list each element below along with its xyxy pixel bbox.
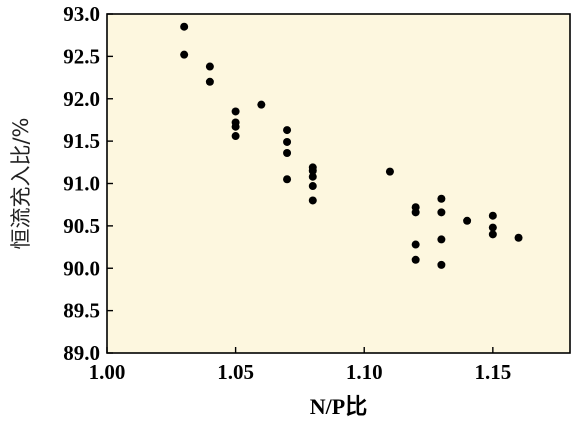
data-point [488, 223, 497, 232]
data-point [385, 167, 394, 176]
data-point [488, 211, 497, 220]
data-point [437, 208, 446, 217]
y-tick-label: 89.0 [63, 341, 100, 365]
x-tick-label: 1.05 [217, 360, 254, 384]
data-point [308, 182, 317, 191]
y-tick-label: 92.0 [63, 87, 100, 111]
data-point [411, 208, 420, 217]
data-point [437, 235, 446, 244]
x-axis-title: N/P比 [310, 394, 367, 419]
data-point [283, 126, 292, 135]
data-point [283, 148, 292, 157]
data-point [308, 172, 317, 181]
data-point [180, 50, 189, 59]
data-point [283, 175, 292, 184]
data-point [231, 122, 240, 131]
data-point [437, 260, 446, 269]
data-point [180, 22, 189, 31]
y-axis: 89.0 89.5 90.0 90.5 91.0 91.5 92.0 92.5 93.0 [63, 2, 113, 365]
y-tick-label: 91.5 [63, 129, 100, 153]
y-axis-title: 恒流充入比/% [9, 117, 33, 249]
data-point [488, 230, 497, 239]
y-tick-label: 89.5 [63, 299, 100, 323]
data-point [308, 166, 317, 175]
data-point [231, 107, 240, 116]
y-tick-label: 91.0 [63, 172, 100, 196]
x-tick-label: 1.00 [89, 360, 126, 384]
data-point [283, 137, 292, 146]
data-point [205, 77, 214, 86]
data-point [437, 194, 446, 203]
y-tick-label: 93.0 [63, 2, 100, 26]
plot-frame [106, 13, 571, 354]
x-tick-label: 1.10 [346, 360, 383, 384]
y-tick-label: 90.5 [63, 214, 100, 238]
data-points [180, 22, 523, 269]
data-point [205, 62, 214, 71]
data-point [514, 233, 523, 242]
data-point [231, 132, 240, 141]
data-point [308, 196, 317, 205]
x-tick-label: 1.15 [474, 360, 511, 384]
y-tick-label: 90.0 [63, 256, 100, 280]
data-point [257, 100, 266, 109]
data-point [411, 240, 420, 249]
data-point [411, 255, 420, 264]
y-tick-label: 92.5 [63, 44, 100, 68]
data-point [463, 216, 472, 225]
plot-area [107, 14, 570, 353]
